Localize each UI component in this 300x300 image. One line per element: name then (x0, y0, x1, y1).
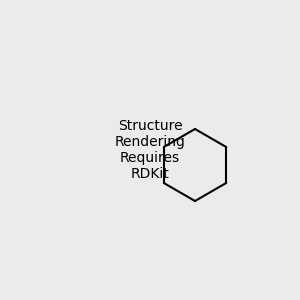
Text: Structure
Rendering
Requires
RDKit: Structure Rendering Requires RDKit (115, 119, 185, 181)
